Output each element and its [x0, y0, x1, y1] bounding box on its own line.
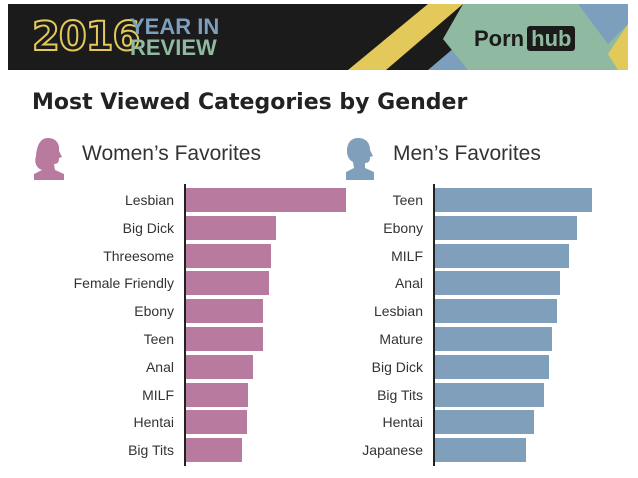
- women-bar: [186, 299, 263, 324]
- women-category-label: Ebony: [134, 303, 174, 320]
- men-category-label: Hentai: [382, 414, 423, 431]
- women-bar: [186, 438, 242, 463]
- page-title: Most Viewed Categories by Gender: [32, 90, 468, 115]
- men-bar: [435, 382, 544, 407]
- men-bar: [435, 188, 592, 212]
- women-bar: [186, 410, 247, 435]
- men-bar: [435, 215, 578, 240]
- women-category-label: Female Friendly: [73, 275, 174, 292]
- logo-right: hub: [527, 26, 576, 51]
- women-category-label: MILF: [142, 386, 174, 403]
- banner-stripes: [348, 4, 628, 70]
- men-bar: [435, 438, 527, 463]
- men-category-label: MILF: [391, 247, 423, 264]
- logo-left: Porn: [474, 26, 525, 51]
- women-category-label: Big Dick: [122, 219, 174, 236]
- women-category-label: Threesome: [103, 247, 174, 264]
- men-bar: [435, 271, 560, 296]
- women-category-label: Anal: [145, 358, 174, 375]
- year-text: 2016: [31, 13, 141, 61]
- header-banner: 2016 YEAR IN REVIEW Porn hub: [8, 4, 628, 70]
- women-category-label: Big Tits: [128, 442, 174, 459]
- women-category-label: Hentai: [133, 414, 174, 431]
- women-bar: [186, 382, 249, 407]
- women-bar: [186, 327, 263, 351]
- woman-silhouette-icon: [34, 138, 64, 180]
- men-bar: [435, 327, 552, 351]
- men-category-label: Big Dick: [371, 358, 423, 375]
- men-category-label: Anal: [394, 275, 423, 292]
- review-text: REVIEW: [130, 35, 217, 60]
- women-bar: [186, 271, 270, 296]
- women-subtitle: Women’s Favorites: [82, 142, 261, 165]
- women-category-label: Lesbian: [124, 192, 174, 208]
- men-category-label: Japanese: [362, 442, 423, 459]
- men-axis: [433, 184, 435, 466]
- men-bar: [435, 410, 535, 435]
- women-bar: [186, 243, 271, 268]
- women-bar: [186, 354, 254, 379]
- men-bar: [435, 299, 557, 324]
- men-category-label: Big Tits: [377, 386, 423, 403]
- men-bar: [435, 243, 570, 268]
- logo: Porn hub: [474, 26, 576, 52]
- men-subtitle: Men’s Favorites: [393, 142, 541, 165]
- men-category-label: Mature: [379, 331, 423, 347]
- men-category-label: Ebony: [383, 219, 423, 236]
- year-in-text: YEAR IN: [130, 14, 220, 39]
- men-category-label: Lesbian: [373, 303, 423, 320]
- women-bar: [186, 215, 276, 240]
- man-silhouette-icon: [346, 138, 374, 180]
- women-bar: [186, 188, 346, 212]
- men-bar: [435, 354, 549, 379]
- women-category-label: Teen: [143, 331, 174, 347]
- men-category-label: Teen: [392, 192, 423, 208]
- women-axis: [184, 184, 186, 466]
